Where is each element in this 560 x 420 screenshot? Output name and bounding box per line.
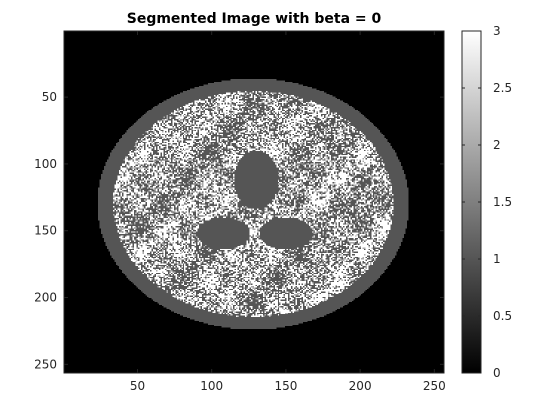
axes-frame: [63, 30, 445, 374]
x-axis: 50 100 150 200 250: [130, 31, 446, 393]
y-tick-label: 100: [34, 157, 57, 171]
x-tick-label: 250: [423, 379, 446, 393]
colorbar-ticks: 0 0.5 1 1.5 2 2.5 3: [462, 24, 512, 380]
segmented-image: [64, 31, 444, 373]
y-tick-label: 200: [34, 291, 57, 305]
x-tick-label: 100: [200, 379, 223, 393]
colorbar-tick-label: 1.5: [493, 195, 512, 209]
x-tick-label: 150: [274, 379, 297, 393]
y-tick-label: 50: [42, 90, 57, 104]
colorbar-tick-label: 2.5: [493, 81, 512, 95]
y-tick-label: 150: [34, 224, 57, 238]
chart-title: Segmented Image with beta = 0: [127, 11, 382, 27]
y-tick-label: 250: [34, 357, 57, 371]
colorbar-tick-label: 3: [493, 24, 501, 38]
image-axes: 50 100 150 200 250 50 100 150 200 250: [34, 30, 446, 393]
y-axis: 50 100 150 200 250: [34, 90, 444, 371]
colorbar: 0 0.5 1 1.5 2 2.5 3: [461, 24, 512, 380]
colorbar-tick-label: 0.5: [493, 309, 512, 323]
x-tick-label: 200: [349, 379, 372, 393]
x-tick-label: 50: [130, 379, 145, 393]
colorbar-tick-label: 0: [493, 366, 501, 380]
colorbar-tick-label: 2: [493, 138, 501, 152]
colorbar-tick-label: 1: [493, 252, 501, 266]
